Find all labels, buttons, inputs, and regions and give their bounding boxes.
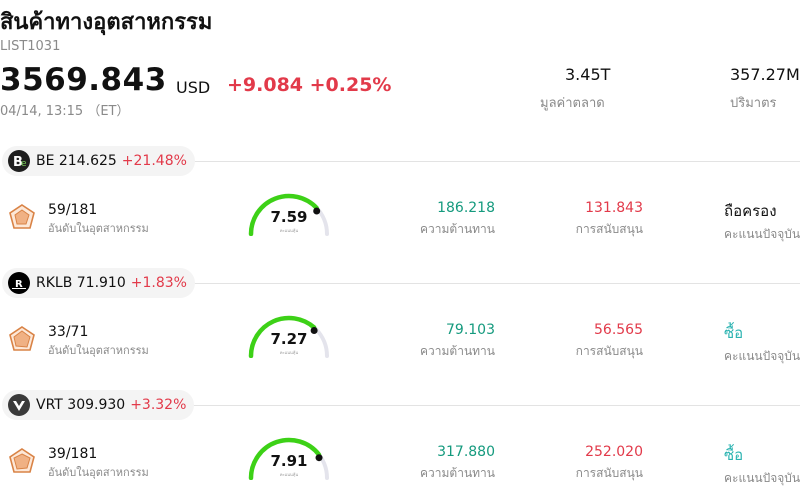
row-divider [190,283,800,284]
current-rating-label: คะแนนปัจจุบัน [724,349,800,363]
volume-label: ปริมาตร [730,96,777,111]
market-cap-label: มูลค่าตลาด [540,96,605,111]
support-label: การสนับสนุน [575,222,643,236]
stock-score: 7.59 [270,208,308,226]
industry-rank-label: อันดับในอุตสาหกรรม [48,222,149,235]
score-gauge-fill [248,315,317,358]
industry-rank-label: อันดับในอุตสาหกรรม [48,466,149,479]
current-rating: ถือครอง [724,202,777,220]
svg-text:e: e [21,159,27,169]
rocket-lab-logo-icon: R [8,272,30,294]
score-gauge-marker [313,207,321,215]
price-change: +9.084 +0.25% [227,74,392,96]
market-cap-value: 3.45T [565,65,611,84]
stock-symbol-price: BE 214.625 [36,153,117,169]
currency-label: USD [176,78,211,97]
resistance-label: ความต้านทาน [420,344,495,358]
industry-rank: 59/181 [48,202,98,218]
score-gauge-fill [248,193,319,236]
stock-score-gauge [248,437,329,480]
industry-rank-icon [9,448,35,473]
stock-score-gauge [248,193,329,236]
industry-rank-icon [9,326,35,351]
stock-score: 7.91 [270,452,308,470]
timestamp: 04/14, 13:15 （ET） [0,104,130,119]
resistance-label: ความต้านทาน [420,222,495,236]
stock-score-gauge [248,315,329,358]
stock-symbol-price: RKLB 71.910 [36,275,126,291]
stock-score: 7.27 [270,330,308,348]
index-price: 3569.843 [0,62,167,98]
page-title: สินค้าทางอุตสาหกรรม [0,10,213,35]
industry-rank-label: อันดับในอุตสาหกรรม [48,344,149,357]
stock-score-label: คะแนนหุ้น [279,228,299,233]
industry-rank: 33/71 [48,324,89,340]
vertiv-logo-icon [8,394,30,416]
support-label: การสนับสนุน [575,466,643,480]
stock-score-label: คะแนนหุ้น [279,350,299,355]
row-divider [190,405,800,406]
support-value: 131.843 [585,200,643,216]
svg-text:B: B [13,155,23,170]
resistance-label: ความต้านทาน [420,466,495,480]
stock-change-pct: +1.83% [130,275,187,291]
current-rating: ซื้อ [724,446,744,464]
industry-rank: 39/181 [48,446,98,462]
support-value: 252.020 [585,444,643,460]
stock-change-pct: +21.48% [121,153,187,169]
stock-chip-vrt[interactable]: VRT 309.930 +3.32% [2,390,195,420]
list-code: LIST1031 [0,39,61,54]
score-gauge-marker [310,327,318,334]
stock-change-pct: +3.32% [130,397,187,413]
stock-symbol-price: VRT 309.930 [36,397,126,413]
row-divider [190,161,800,162]
resistance-value: 79.103 [446,322,495,338]
score-gauge-fill [248,437,322,480]
stock-score-label: คะแนนหุ้น [279,472,299,477]
resistance-value: 317.880 [437,444,495,460]
current-rating: ซื้อ [724,324,744,342]
current-rating-label: คะแนนปัจจุบัน [724,227,800,241]
score-gauge-marker [315,454,323,462]
industry-rank-icon [9,204,35,229]
stock-chip-rklb[interactable]: R RKLB 71.910 +1.83% [2,268,195,298]
resistance-value: 186.218 [437,200,495,216]
svg-text:R: R [15,279,23,290]
current-rating-label: คะแนนปัจจุบัน [724,471,800,485]
support-label: การสนับสนุน [575,344,643,358]
volume-value: 357.27M [730,65,800,84]
support-value: 56.565 [594,322,643,338]
